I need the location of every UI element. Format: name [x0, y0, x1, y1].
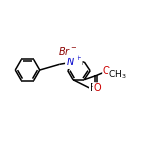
Text: CH$_3$: CH$_3$ [108, 68, 127, 81]
Text: F: F [90, 83, 95, 93]
Text: O: O [103, 66, 110, 76]
Text: O: O [93, 83, 101, 93]
Text: $N^+$: $N^+$ [66, 55, 82, 68]
Text: $Br^-$: $Br^-$ [58, 45, 78, 57]
